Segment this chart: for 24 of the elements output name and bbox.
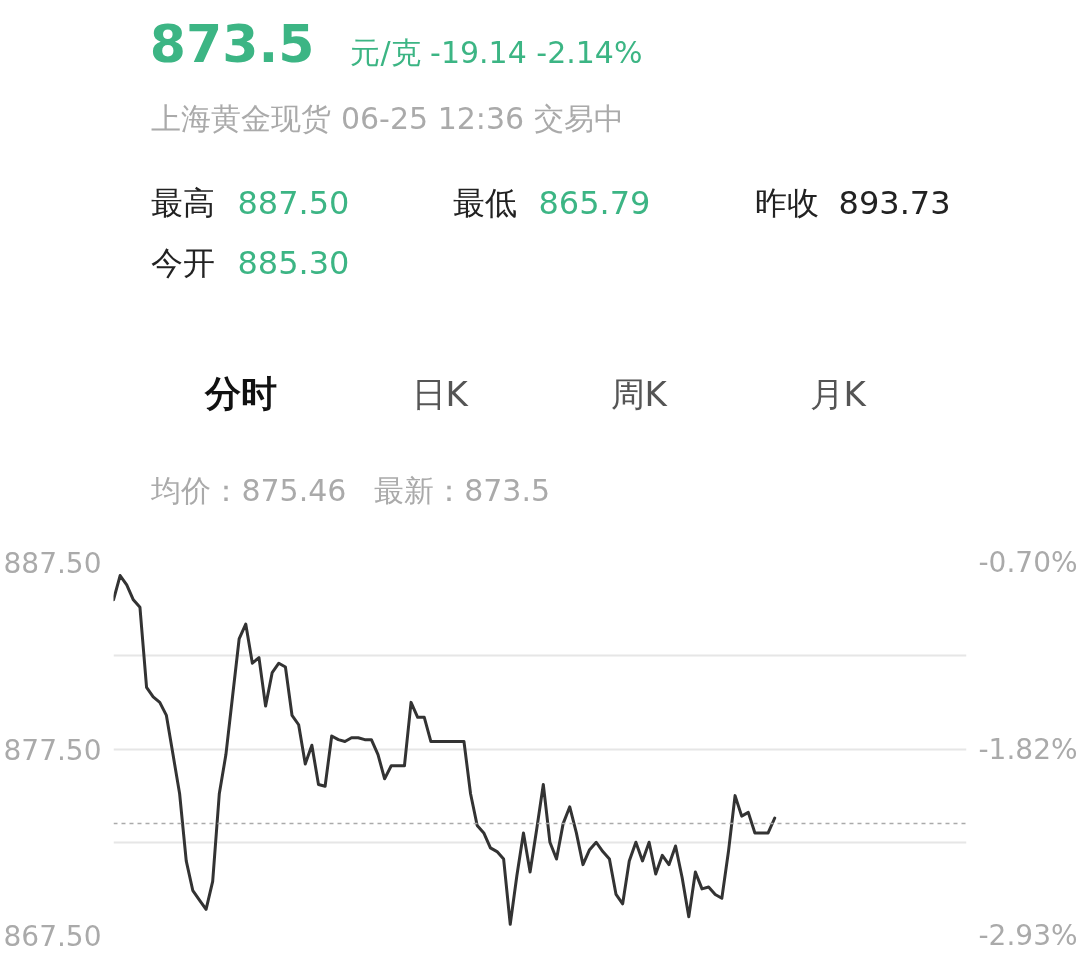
y-tick-label: 867.50 bbox=[3, 920, 102, 953]
chart-subtitle: 上海黄金现货 06-25 12:36 交易中 bbox=[151, 101, 624, 136]
y2-tick-label: -1.82% bbox=[978, 733, 1078, 767]
chart-title: 873.5 bbox=[149, 13, 315, 74]
line-series bbox=[113, 574, 777, 926]
text: 周K bbox=[610, 373, 669, 414]
text: 887.50 bbox=[237, 184, 350, 222]
y-tick-label: 887.50 bbox=[3, 547, 102, 580]
text: 最低 bbox=[453, 183, 518, 222]
text: 元/克 -19.14 -2.14% bbox=[350, 35, 643, 70]
y2-tick-label: -0.70% bbox=[978, 546, 1078, 579]
text: 今开 bbox=[151, 243, 216, 282]
text: 分时 bbox=[203, 373, 277, 414]
text: 865.79 bbox=[538, 184, 651, 222]
text: 最新：873.5 bbox=[374, 473, 551, 508]
y2-tick-label: -2.93% bbox=[978, 919, 1078, 952]
text: 昨收 bbox=[754, 183, 819, 222]
text: 均价：875.46 bbox=[150, 473, 347, 508]
text: 893.73 bbox=[838, 184, 951, 222]
text: 最高 bbox=[151, 183, 216, 222]
text: 885.30 bbox=[237, 244, 350, 282]
y-tick-label: 877.50 bbox=[3, 733, 102, 767]
text: 日K bbox=[411, 373, 470, 414]
text: 月K bbox=[809, 373, 868, 414]
